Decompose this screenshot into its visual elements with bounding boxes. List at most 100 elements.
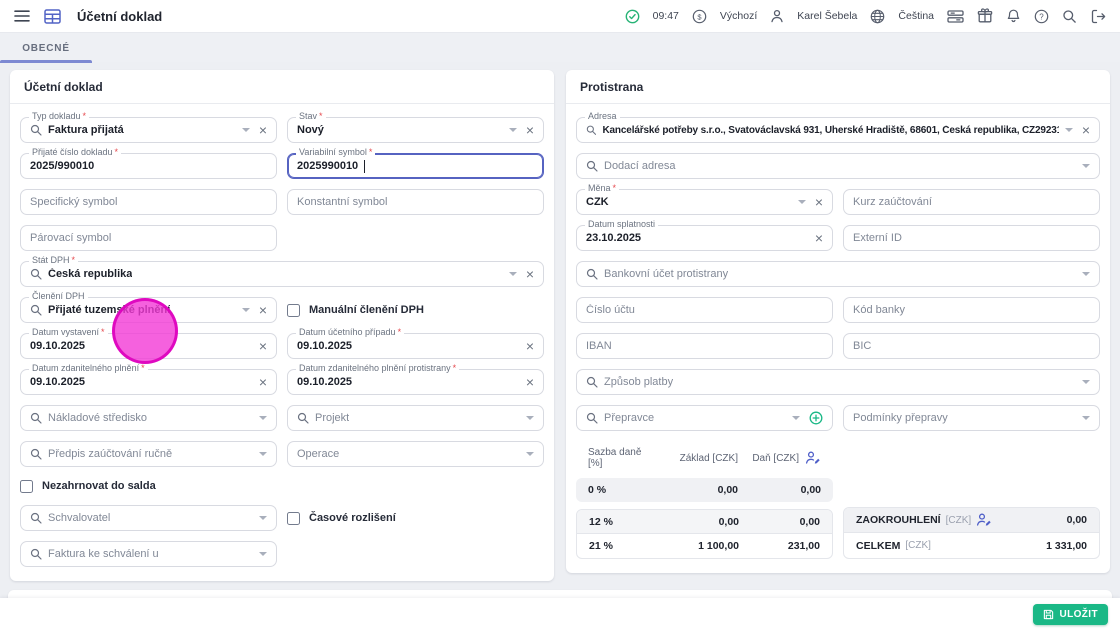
datum-vystaveni-field[interactable]: Datum vystavení* 09.10.2025 [20, 333, 277, 359]
podminky-prepravy-field[interactable]: Podmínky přepravy [843, 405, 1100, 431]
casove-rozliseni-checkbox[interactable]: Časové rozlišení [287, 509, 544, 527]
checkbox-box[interactable] [287, 512, 300, 525]
dropdown-caret-icon[interactable] [259, 416, 267, 420]
tax-table-header: Sazba daně [%] Základ [CZK] Daň [CZK] [576, 447, 833, 469]
manualni-cleneni-checkbox[interactable]: Manuální členění DPH [287, 301, 544, 319]
dropdown-caret-icon[interactable] [242, 308, 250, 312]
variabilni-symbol-field[interactable]: Variabilní symbol* 2025990010 [287, 153, 544, 179]
dropdown-caret-icon[interactable] [509, 272, 517, 276]
dropdown-caret-icon[interactable] [1082, 272, 1090, 276]
globe-icon[interactable] [870, 9, 885, 24]
clear-icon[interactable] [815, 195, 823, 209]
specificky-symbol-field[interactable]: Specifický symbol [20, 189, 277, 215]
save-icon [1043, 609, 1054, 620]
edit-person-icon[interactable] [976, 513, 992, 527]
clear-icon[interactable] [526, 339, 534, 353]
clear-icon[interactable] [259, 339, 267, 353]
mena-field[interactable]: Měna* CZK [576, 189, 833, 215]
dropdown-caret-icon[interactable] [526, 416, 534, 420]
language-label[interactable]: Čeština [898, 10, 934, 22]
typ-dokladu-field[interactable]: Typ dokladu* Faktura přijatá [20, 117, 277, 143]
datum-ucetniho-pripadu-field[interactable]: Datum účetního případu* 09.10.2025 [287, 333, 544, 359]
clear-icon[interactable] [526, 123, 534, 137]
checkbox-box[interactable] [20, 480, 33, 493]
zpusob-platby-field[interactable]: Způsob platby [576, 369, 1100, 395]
nezahrnovat-do-salda-checkbox[interactable]: Nezahrnovat do salda [20, 477, 544, 495]
datum-zdanitelneho-field[interactable]: Datum zdanitelného plnění* 09.10.2025 [20, 369, 277, 395]
bic-field[interactable]: BIC [843, 333, 1100, 359]
clear-icon[interactable] [526, 267, 534, 281]
user-icon[interactable] [770, 9, 784, 23]
dropdown-caret-icon[interactable] [1082, 416, 1090, 420]
bankovni-ucet-field[interactable]: Bankovní účet protistrany [576, 261, 1100, 287]
active-tab-indicator [0, 60, 92, 63]
gift-icon[interactable] [977, 8, 993, 24]
boards-icon[interactable] [947, 9, 964, 24]
faktura-ke-schvaleni-field[interactable]: Faktura ke schválení u [20, 541, 277, 567]
dropdown-caret-icon[interactable] [259, 452, 267, 456]
dodaci-adresa-field[interactable]: Dodací adresa [576, 153, 1100, 179]
konstantni-symbol-field[interactable]: Konstantní symbol [287, 189, 544, 215]
clear-icon[interactable] [259, 123, 267, 137]
save-button[interactable]: ULOŽIT [1033, 604, 1108, 625]
search-icon [586, 268, 598, 280]
dropdown-caret-icon[interactable] [1082, 380, 1090, 384]
dropdown-caret-icon[interactable] [1065, 128, 1073, 132]
dropdown-caret-icon[interactable] [1082, 164, 1090, 168]
dropdown-caret-icon[interactable] [509, 128, 517, 132]
predpis-zauctovani-field[interactable]: Předpis zaúčtování ručně [20, 441, 277, 467]
edit-person-icon[interactable] [805, 451, 821, 465]
menu-icon[interactable] [14, 9, 30, 23]
datum-zdanitelneho-protistrany-field[interactable]: Datum zdanitelného plnění protistrany* 0… [287, 369, 544, 395]
schvalovatel-field[interactable]: Schvalovatel [20, 505, 277, 531]
svg-text:$: $ [697, 12, 702, 21]
cislo-uctu-field[interactable]: Číslo účtu [576, 297, 833, 323]
kod-banky-field[interactable]: Kód banky [843, 297, 1100, 323]
help-icon[interactable]: ? [1034, 9, 1049, 24]
clear-icon[interactable] [1082, 123, 1090, 137]
user-name[interactable]: Karel Šebela [797, 10, 857, 22]
document-panel: Účetní doklad Typ dokladu* Faktura přija… [10, 70, 554, 581]
search-icon [30, 548, 42, 560]
bell-icon[interactable] [1006, 8, 1021, 24]
text-cursor [364, 160, 365, 173]
stav-field[interactable]: Stav* Nový [287, 117, 544, 143]
total-row: CELKEM [CZK] 1 331,00 [844, 533, 1099, 558]
clear-icon[interactable] [526, 375, 534, 389]
tax-row: 21 % 1 100,00 231,00 [577, 534, 832, 558]
kurz-zauctovani-field[interactable]: Kurz zaúčtování [843, 189, 1100, 215]
status-check-icon [625, 9, 640, 24]
dropdown-caret-icon[interactable] [792, 416, 800, 420]
add-icon[interactable] [809, 411, 823, 425]
dropdown-caret-icon[interactable] [259, 516, 267, 520]
dropdown-caret-icon[interactable] [259, 552, 267, 556]
profile-label[interactable]: Výchozí [720, 10, 757, 22]
clear-icon[interactable] [815, 231, 823, 245]
tab-obecne[interactable]: OBECNÉ [0, 33, 92, 63]
search-icon [30, 412, 42, 424]
clear-icon[interactable] [259, 303, 267, 317]
page: Účetní doklad 09:47 $ Výchozí Karel Šebe… [0, 0, 1120, 630]
search-icon[interactable] [1062, 9, 1077, 24]
checkbox-box[interactable] [287, 304, 300, 317]
iban-field[interactable]: IBAN [576, 333, 833, 359]
nakladove-stredisko-field[interactable]: Nákladové středisko [20, 405, 277, 431]
stat-dph-field[interactable]: Stát DPH* Česká republika [20, 261, 544, 287]
dropdown-caret-icon[interactable] [798, 200, 806, 204]
prepravce-field[interactable]: Přepravce [576, 405, 833, 431]
svg-text:?: ? [1039, 12, 1044, 21]
parovaci-symbol-field[interactable]: Párovací symbol [20, 225, 277, 251]
logout-icon[interactable] [1090, 9, 1106, 24]
prijate-cislo-field[interactable]: Přijaté číslo dokladu* 2025/990010 [20, 153, 277, 179]
clear-icon[interactable] [259, 375, 267, 389]
externi-id-field[interactable]: Externí ID [843, 225, 1100, 251]
currency-icon[interactable]: $ [692, 9, 707, 24]
cleneni-dph-field[interactable]: Členění DPH Přijaté tuzemské plnění [20, 297, 277, 323]
projekt-field[interactable]: Projekt [287, 405, 544, 431]
datum-splatnosti-field[interactable]: Datum splatnosti 23.10.2025 [576, 225, 833, 251]
dropdown-caret-icon[interactable] [242, 128, 250, 132]
operace-field[interactable]: Operace [287, 441, 544, 467]
dropdown-caret-icon[interactable] [526, 452, 534, 456]
totals-box: ZAOKROUHLENÍ [CZK] 0,00 CELKEM [CZK] 1 3… [843, 507, 1100, 559]
adresa-field[interactable]: Adresa Kancelářské potřeby s.r.o., Svato… [576, 117, 1100, 143]
